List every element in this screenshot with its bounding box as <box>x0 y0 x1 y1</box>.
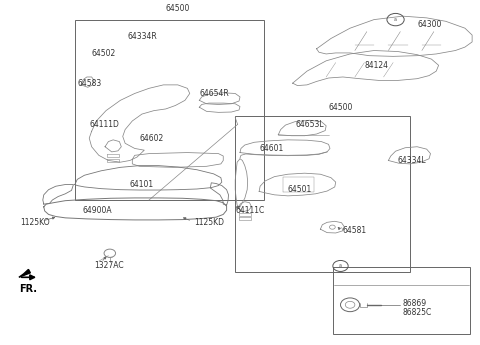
Polygon shape <box>19 269 30 277</box>
Text: 64654R: 64654R <box>199 89 229 98</box>
Text: a: a <box>339 264 342 268</box>
Text: 64334L: 64334L <box>398 156 427 165</box>
Text: 86825C: 86825C <box>403 308 432 317</box>
Text: a: a <box>394 17 397 22</box>
Text: 64334R: 64334R <box>128 32 157 41</box>
Bar <box>235 116 410 272</box>
Text: 64101: 64101 <box>130 180 154 189</box>
Text: 64111C: 64111C <box>235 206 264 215</box>
Text: 64583: 64583 <box>77 79 102 88</box>
Text: 64501: 64501 <box>288 185 312 194</box>
Text: 1125KD: 1125KD <box>194 218 225 227</box>
Text: 64581: 64581 <box>343 226 367 235</box>
Text: 64602: 64602 <box>140 134 164 142</box>
Text: 64502: 64502 <box>92 49 116 58</box>
Text: 64653L: 64653L <box>295 120 324 129</box>
Text: 1125KO: 1125KO <box>20 218 49 227</box>
Text: 64900A: 64900A <box>82 206 112 215</box>
Bar <box>333 267 470 334</box>
Text: 64300: 64300 <box>417 20 442 29</box>
Text: 64111D: 64111D <box>89 120 119 129</box>
Text: 86869: 86869 <box>403 298 427 308</box>
Text: FR.: FR. <box>19 284 37 294</box>
Text: 64601: 64601 <box>259 144 283 153</box>
Text: 64500: 64500 <box>328 104 353 112</box>
Bar <box>75 20 264 200</box>
Text: 64500: 64500 <box>166 4 190 13</box>
Text: 1327AC: 1327AC <box>94 261 124 270</box>
Text: 84124: 84124 <box>364 61 388 70</box>
